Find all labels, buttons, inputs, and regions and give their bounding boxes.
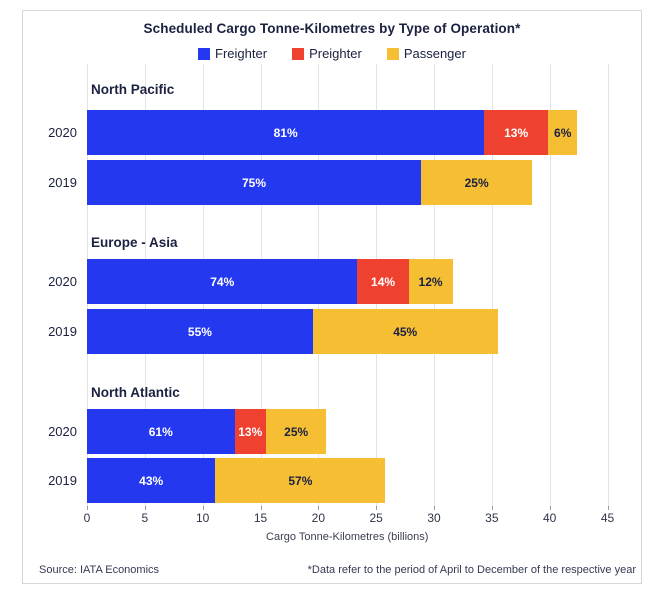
bar-segment-passenger: 57%	[215, 458, 386, 503]
bar-segment-passenger: 6%	[547, 110, 578, 155]
axis-tick	[607, 506, 609, 510]
segment-percent-label: 25%	[464, 175, 489, 190]
segment-percent-label: 6%	[554, 125, 572, 140]
segment-percent-label: 57%	[288, 473, 313, 488]
bar-segment-freighter: 55%	[87, 309, 313, 354]
segment-percent-label: 81%	[273, 125, 298, 140]
bar-segment-passenger: 45%	[312, 309, 498, 354]
segment-percent-label: 55%	[187, 324, 212, 339]
segment-percent-label: 25%	[284, 424, 309, 439]
x-tick-label: 25	[369, 511, 383, 525]
segment-percent-label: 43%	[139, 473, 164, 488]
passenger-swatch-icon	[386, 47, 399, 60]
segment-percent-label: 61%	[148, 424, 173, 439]
legend-label: Freighter	[215, 46, 268, 61]
legend: Freighter Preighter Passenger	[23, 46, 641, 61]
group-label: Europe - Asia	[91, 235, 178, 250]
x-tick-label: 0	[83, 511, 91, 525]
segment-percent-label: 45%	[393, 324, 418, 339]
bar-2020: 61% 13% 25%	[87, 409, 327, 454]
freighter-swatch-icon	[198, 47, 211, 60]
bar-2019: 55% 45%	[87, 309, 498, 354]
year-label: 2020	[48, 424, 77, 439]
segment-percent-label: 14%	[371, 274, 396, 289]
legend-item-freighter: Freighter	[198, 46, 267, 61]
preighter-swatch-icon	[292, 47, 305, 60]
bar-segment-freighter: 81%	[87, 110, 485, 155]
chart-title: Scheduled Cargo Tonne-Kilometres by Type…	[143, 21, 521, 36]
bar-segment-freighter: 61%	[87, 409, 235, 454]
source-credit: Source: IATA Economics	[39, 564, 160, 576]
segment-percent-label: 13%	[504, 125, 529, 140]
bar-segment-passenger: 12%	[408, 259, 453, 304]
segment-percent-label: 13%	[238, 424, 263, 439]
gridline	[607, 64, 609, 506]
bar-2019: 43% 57%	[87, 458, 386, 503]
x-tick-label: 15	[253, 511, 268, 525]
axis-tick	[144, 506, 146, 510]
legend-label: Passenger	[403, 46, 466, 61]
footnote: *Data refer to the period of April to De…	[307, 564, 636, 576]
bar-2019: 75% 25%	[87, 160, 533, 205]
axis-tick	[491, 506, 493, 510]
bar-segment-preighter: 14%	[357, 259, 409, 304]
axis-tick	[549, 506, 551, 510]
bar-segment-freighter: 75%	[87, 160, 421, 205]
group-label: North Atlantic	[91, 385, 180, 400]
bar-2020: 81% 13% 6%	[87, 110, 578, 155]
plot-area: 0 5 10 15 20 25 30 35 40 45 North Pacific 2020 81% 13…	[23, 11, 641, 583]
x-tick-label: 45	[600, 511, 615, 525]
x-tick-label: 35	[485, 511, 499, 525]
segment-percent-label: 74%	[210, 274, 235, 289]
x-axis-title: Cargo Tonne-Kilometres (billions)	[266, 531, 429, 543]
axis-tick	[318, 506, 320, 510]
bar-segment-passenger: 25%	[265, 409, 327, 454]
bar-segment-preighter: 13%	[234, 409, 266, 454]
year-label: 2019	[48, 324, 77, 339]
year-label: 2019	[48, 473, 77, 488]
bar-segment-freighter: 43%	[87, 458, 216, 503]
chart-panel: Scheduled Cargo Tonne-Kilometres by Type…	[22, 10, 642, 584]
axis-tick	[260, 506, 262, 510]
segment-percent-label: 12%	[418, 274, 443, 289]
gridline	[549, 64, 551, 506]
year-label: 2019	[48, 175, 77, 190]
bar-2020: 74% 14% 12%	[87, 259, 453, 304]
year-label: 2020	[48, 274, 77, 289]
x-tick-label: 20	[311, 511, 325, 525]
bar-segment-preighter: 13%	[484, 110, 548, 155]
axis-tick	[434, 506, 435, 510]
legend-item-preighter: Preighter	[292, 46, 362, 61]
axis-tick	[87, 506, 88, 510]
legend-label: Preighter	[309, 46, 362, 61]
bar-segment-freighter: 74%	[87, 259, 358, 304]
bar-segment-passenger: 25%	[420, 160, 533, 205]
group-label: North Pacific	[91, 82, 175, 97]
x-tick-label: 5	[141, 511, 149, 525]
x-tick-label: 30	[427, 511, 441, 525]
x-tick-label: 10	[195, 511, 210, 525]
axis-tick	[202, 506, 204, 510]
axis-tick	[376, 506, 378, 510]
year-label: 2020	[48, 125, 77, 140]
segment-percent-label: 75%	[241, 175, 266, 190]
legend-item-passenger: Passenger	[386, 46, 466, 61]
gridline	[491, 64, 493, 506]
x-tick-label: 40	[542, 511, 557, 525]
